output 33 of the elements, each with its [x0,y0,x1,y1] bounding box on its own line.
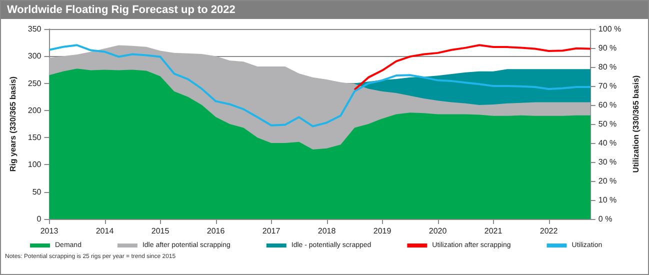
chart-title: Worldwide Floating Rig Forecast up to 2022 [1,1,648,19]
x-tick-label: 2019 [373,226,392,236]
y-tick-label: 350 [28,24,42,34]
y2-tick-label: 60 % [598,100,617,110]
y-tick-label: 200 [28,106,42,115]
y2-tick-label: 30 % [598,158,617,166]
y-axis-title: Rig years (330/365 basis) [8,76,18,172]
x-tick-label: 2018 [318,226,336,236]
y-tick-label: 0 [36,214,42,224]
y2-tick-label: 20 % [598,176,617,186]
y2-tick-label: 80 % [598,62,617,72]
x-tick-label: 2013 [40,226,59,236]
y2-tick-label: 100 % [598,24,622,34]
x-tick-label: 2022 [540,226,558,236]
x-tick-label: 2014 [96,226,114,236]
y2-tick-label: 90 % [598,44,617,52]
x-tick-label: 2015 [151,226,170,236]
x-tick-label: 2021 [484,226,503,236]
y-tick-label: 250 [28,78,42,88]
y-tick-label: 50 [32,187,42,196]
y2-axis-title: Utilization (330/365 basis) [632,74,640,173]
y2-tick-label: 40 % [598,138,617,148]
y2-tick-label: 70 % [598,82,617,90]
y-tick-label: 100 [28,160,42,170]
x-tick-label: 2017 [262,226,281,236]
x-tick-label: 2020 [428,226,448,236]
y-tick-label: 150 [28,133,42,142]
y-tick-label: 300 [28,52,42,61]
y2-tick-label: 10 % [598,196,617,204]
x-tick-label: 2016 [206,226,226,236]
line-series [354,44,592,91]
y2-tick-label: 0 % [598,214,612,224]
y2-tick-label: 50 % [598,120,617,128]
